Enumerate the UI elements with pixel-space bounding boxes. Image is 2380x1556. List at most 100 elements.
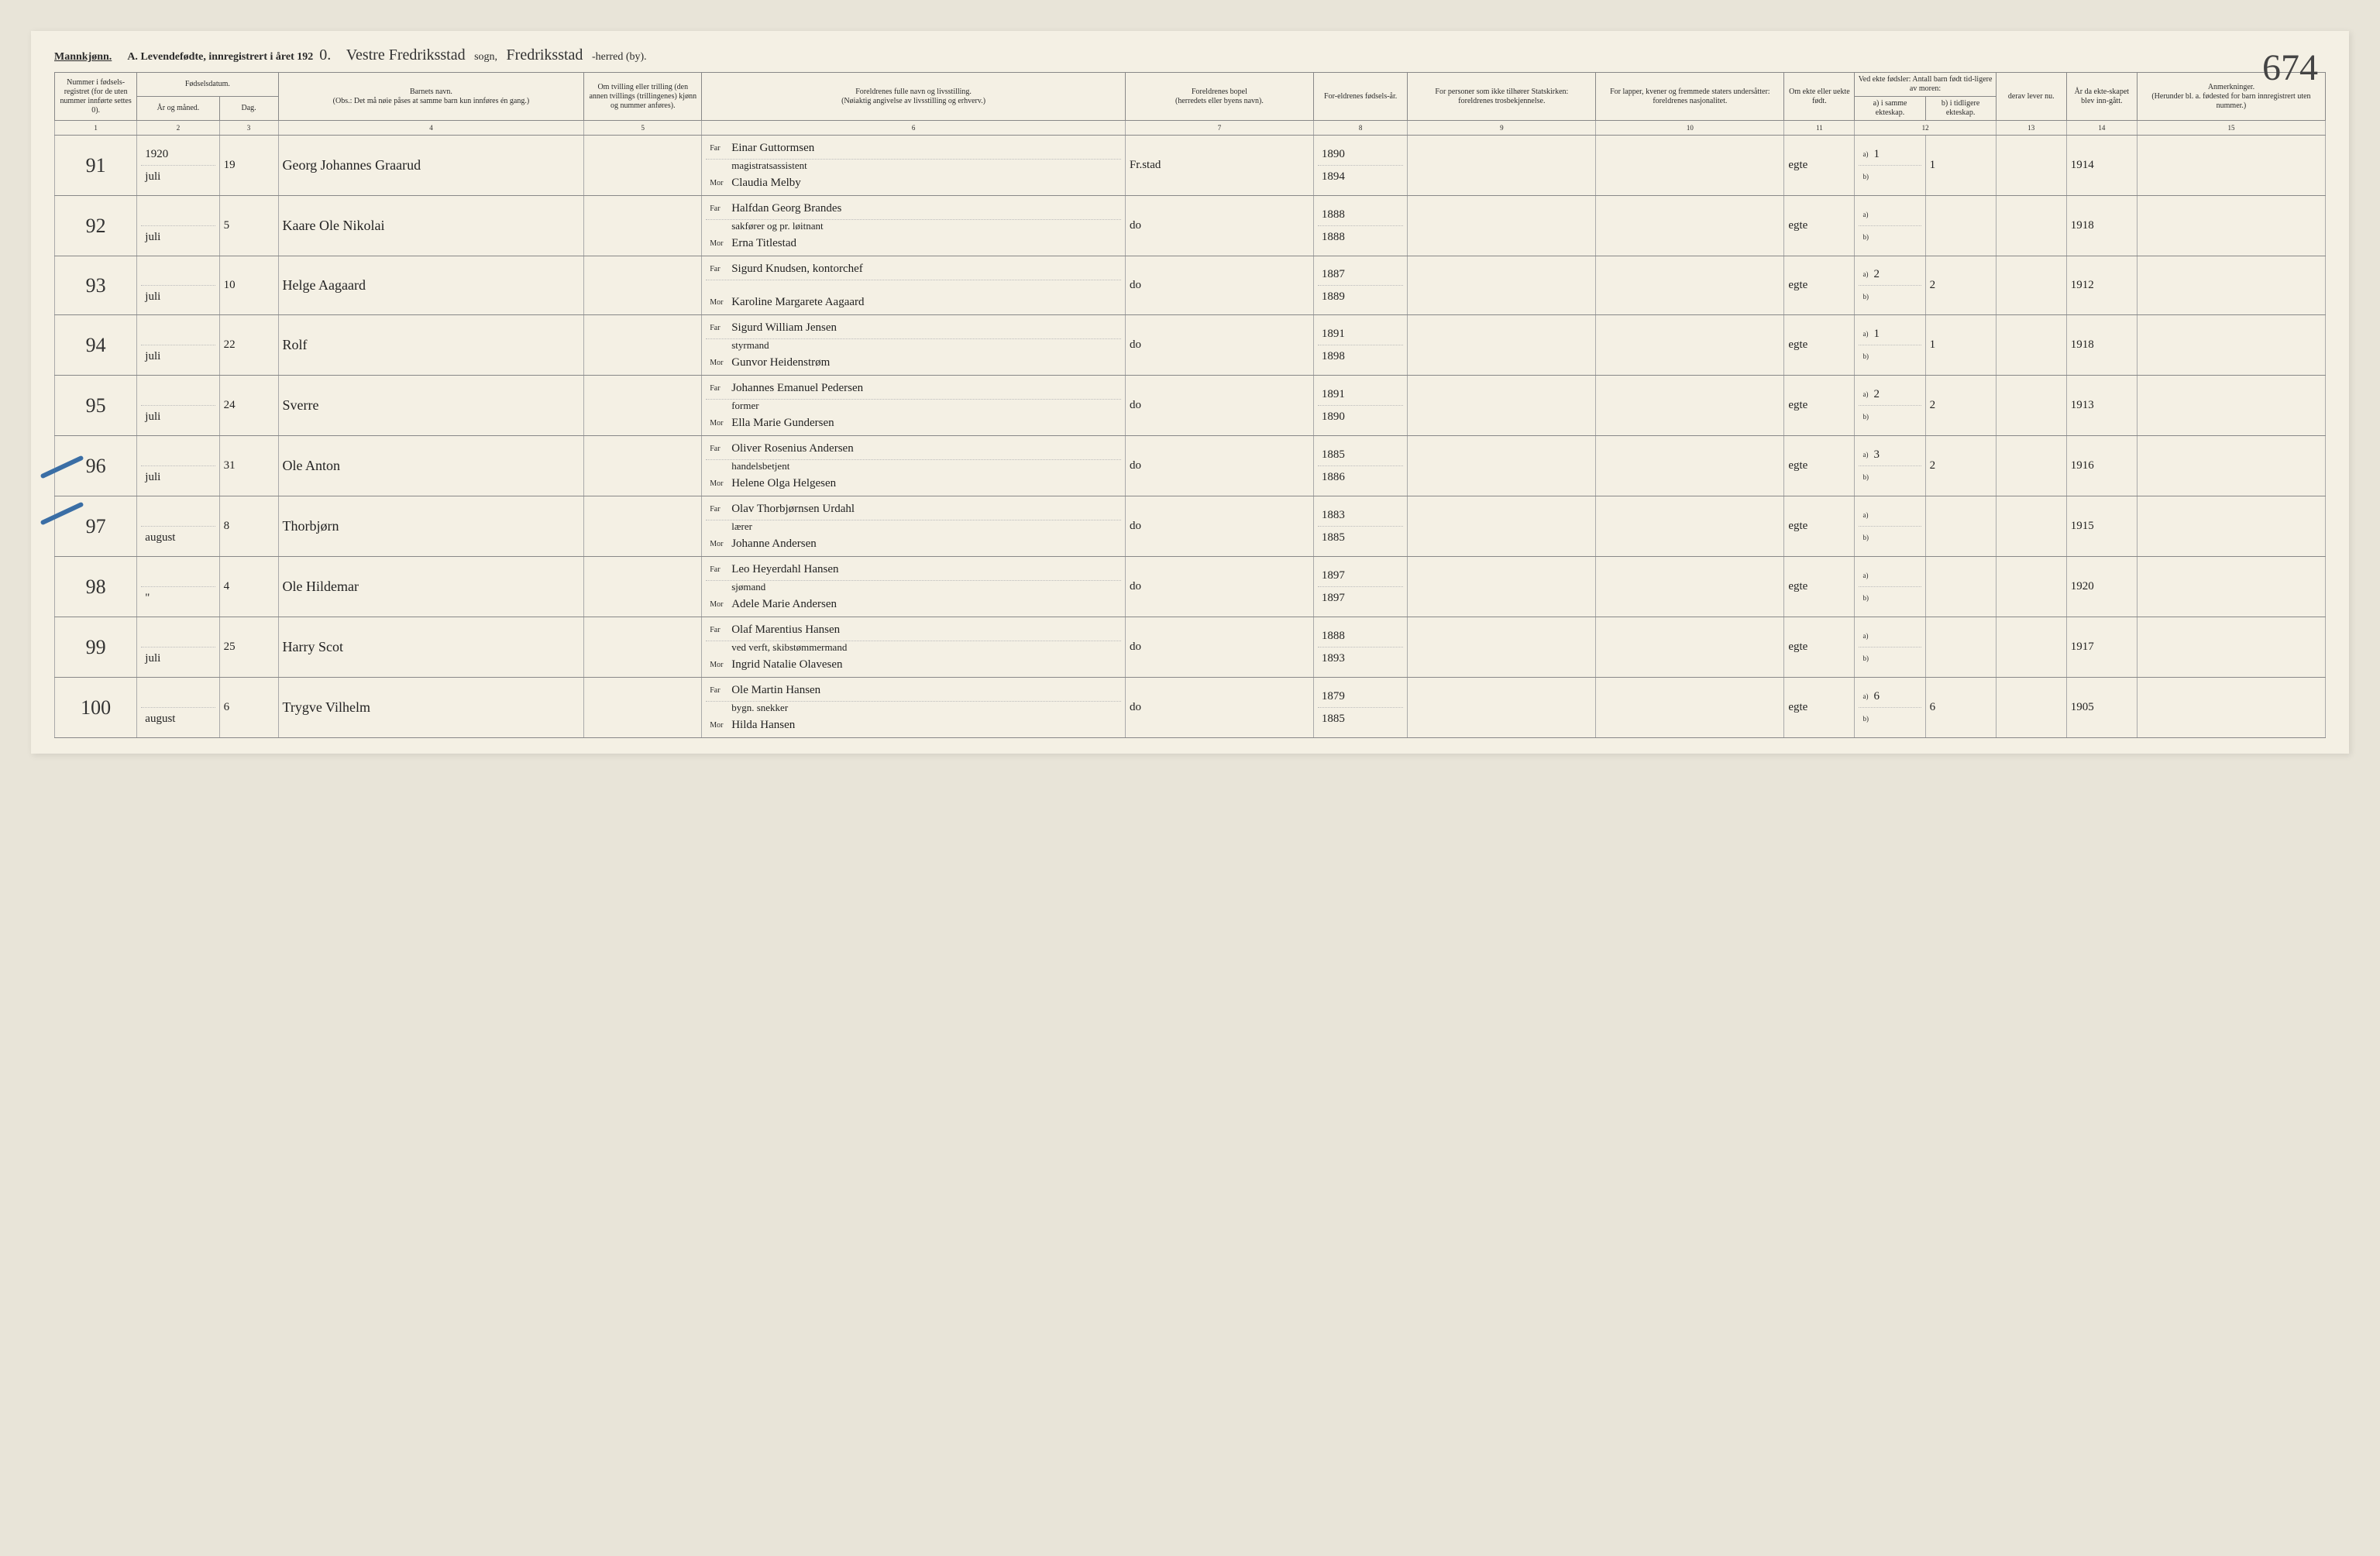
twin-cell — [584, 136, 702, 196]
legitimacy: egte — [1784, 136, 1855, 196]
father-name: Ole Martin Hansen — [731, 684, 820, 697]
child-name: Harry Scot — [278, 617, 584, 678]
col13-cell — [1996, 376, 2066, 436]
mother-name: Adele Marie Andersen — [731, 598, 837, 611]
remarks-cell — [2137, 436, 2325, 496]
sub-b: b) — [1862, 654, 1873, 662]
birth-day: 10 — [219, 256, 278, 315]
mor-label: Mor — [710, 661, 731, 669]
parent-years-cell: 1891 1898 — [1313, 315, 1407, 376]
birth-day: 19 — [219, 136, 278, 196]
sub-a: a) — [1862, 211, 1873, 218]
father-name: Oliver Rosenius Andersen — [731, 442, 853, 455]
residence: do — [1125, 496, 1313, 557]
col13-cell — [1996, 315, 2066, 376]
confession-cell — [1408, 496, 1596, 557]
th-1: Nummer i fødsels-registret (for de uten … — [55, 73, 137, 121]
father-name: Leo Heyerdahl Hansen — [731, 563, 838, 576]
colnum-row: 1 2 3 4 5 6 7 8 9 10 11 12 13 14 15 — [55, 121, 2326, 136]
twin-cell — [584, 196, 702, 256]
mother-name: Johanne Andersen — [731, 538, 817, 551]
child-name: Kaare Ole Nikolai — [278, 196, 584, 256]
entry-number: 99 — [55, 617, 137, 678]
parent-years-cell: 1888 1888 — [1313, 196, 1407, 256]
sub-a: a) — [1862, 451, 1873, 459]
birth-day: 22 — [219, 315, 278, 376]
children-a-cell: a)2 b) — [1855, 376, 1925, 436]
marriage-year: 1916 — [2066, 436, 2137, 496]
mor-label: Mor — [710, 540, 731, 548]
th-7-note: (herredets eller byens navn). — [1129, 97, 1310, 106]
far-label: Far — [710, 204, 731, 213]
th-9-note: foreldrenes trosbekjennelse. — [1411, 97, 1592, 106]
twin-cell — [584, 557, 702, 617]
year-month-cell: juli — [137, 617, 219, 678]
sub-b: b) — [1862, 715, 1873, 723]
table-row: 100 august 6 Trygve Vilhelm FarOle Marti… — [55, 678, 2326, 738]
father-name: Olav Thorbjørnsen Urdahl — [731, 503, 855, 516]
year-month-cell: juli — [137, 436, 219, 496]
birth-month: august — [145, 713, 175, 726]
remarks-cell — [2137, 196, 2325, 256]
mother-name: Gunvor Heidenstrøm — [731, 356, 830, 369]
mother-birth-year: 1885 — [1322, 531, 1345, 544]
father-birth-year: 1885 — [1322, 448, 1345, 462]
sub-a: a) — [1862, 572, 1873, 579]
children-a-cell: a)6 b) — [1855, 678, 1925, 738]
mother-birth-year: 1890 — [1322, 410, 1345, 424]
remarks-cell — [2137, 557, 2325, 617]
sub-b: b) — [1862, 173, 1873, 180]
twin-cell — [584, 376, 702, 436]
year-month-cell: juli — [137, 376, 219, 436]
table-head: Nummer i fødsels-registret (for de uten … — [55, 73, 2326, 121]
child-name: Ole Hildemar — [278, 557, 584, 617]
child-name: Rolf — [278, 315, 584, 376]
twin-cell — [584, 617, 702, 678]
sub-a: a) — [1862, 511, 1873, 519]
legitimacy: egte — [1784, 256, 1855, 315]
birth-month: juli — [145, 410, 160, 424]
nationality-cell — [1596, 256, 1784, 315]
year-month-cell: juli — [137, 315, 219, 376]
table-row: 95 juli 24 Sverre FarJohannes Emanuel Pe… — [55, 376, 2326, 436]
register-table: Nummer i fødsels-registret (for de uten … — [54, 72, 2326, 738]
children-a: 1 — [1873, 328, 1880, 341]
legitimacy: egte — [1784, 436, 1855, 496]
mother-birth-year: 1897 — [1322, 592, 1345, 605]
twin-cell — [584, 256, 702, 315]
mother-birth-year: 1889 — [1322, 290, 1345, 304]
mor-label: Mor — [710, 600, 731, 609]
birth-month: " — [145, 592, 150, 605]
th-7-main: Foreldrenes bopel — [1129, 88, 1310, 97]
th-10-main: For lapper, kvener og fremmede staters u… — [1599, 88, 1780, 97]
children-a-cell: a) b) — [1855, 557, 1925, 617]
colnum: 8 — [1313, 121, 1407, 136]
child-name: Sverre — [278, 376, 584, 436]
table-row: 93 juli 10 Helge Aagaard FarSigurd Knuds… — [55, 256, 2326, 315]
confession-cell — [1408, 617, 1596, 678]
nationality-cell — [1596, 617, 1784, 678]
mor-label: Mor — [710, 359, 731, 367]
father-birth-year: 1890 — [1322, 148, 1345, 161]
parents-cell: FarSigurd Knudsen, kontorchef MorKarolin… — [702, 256, 1126, 315]
entry-number: 92 — [55, 196, 137, 256]
year-month-cell: 1920 juli — [137, 136, 219, 196]
children-living: 2 — [1925, 256, 1996, 315]
title-prefix: A. — [127, 51, 138, 63]
mor-label: Mor — [710, 179, 731, 187]
child-name: Helge Aagaard — [278, 256, 584, 315]
entry-number: 97 — [55, 496, 137, 557]
th-2-sub2: Dag. — [219, 97, 278, 121]
children-a-cell: a)1 b) — [1855, 136, 1925, 196]
colnum: 5 — [584, 121, 702, 136]
marriage-year: 1914 — [2066, 136, 2137, 196]
birth-day: 25 — [219, 617, 278, 678]
parents-cell: FarJohannes Emanuel Pedersen former MorE… — [702, 376, 1126, 436]
father-occupation: former — [731, 400, 758, 412]
th-10-note: foreldrenes nasjonalitet. — [1599, 97, 1780, 106]
mother-name: Claudia Melby — [731, 177, 801, 190]
nationality-cell — [1596, 436, 1784, 496]
twin-cell — [584, 315, 702, 376]
children-a-cell: a)1 b) — [1855, 315, 1925, 376]
children-a: 2 — [1873, 388, 1880, 401]
